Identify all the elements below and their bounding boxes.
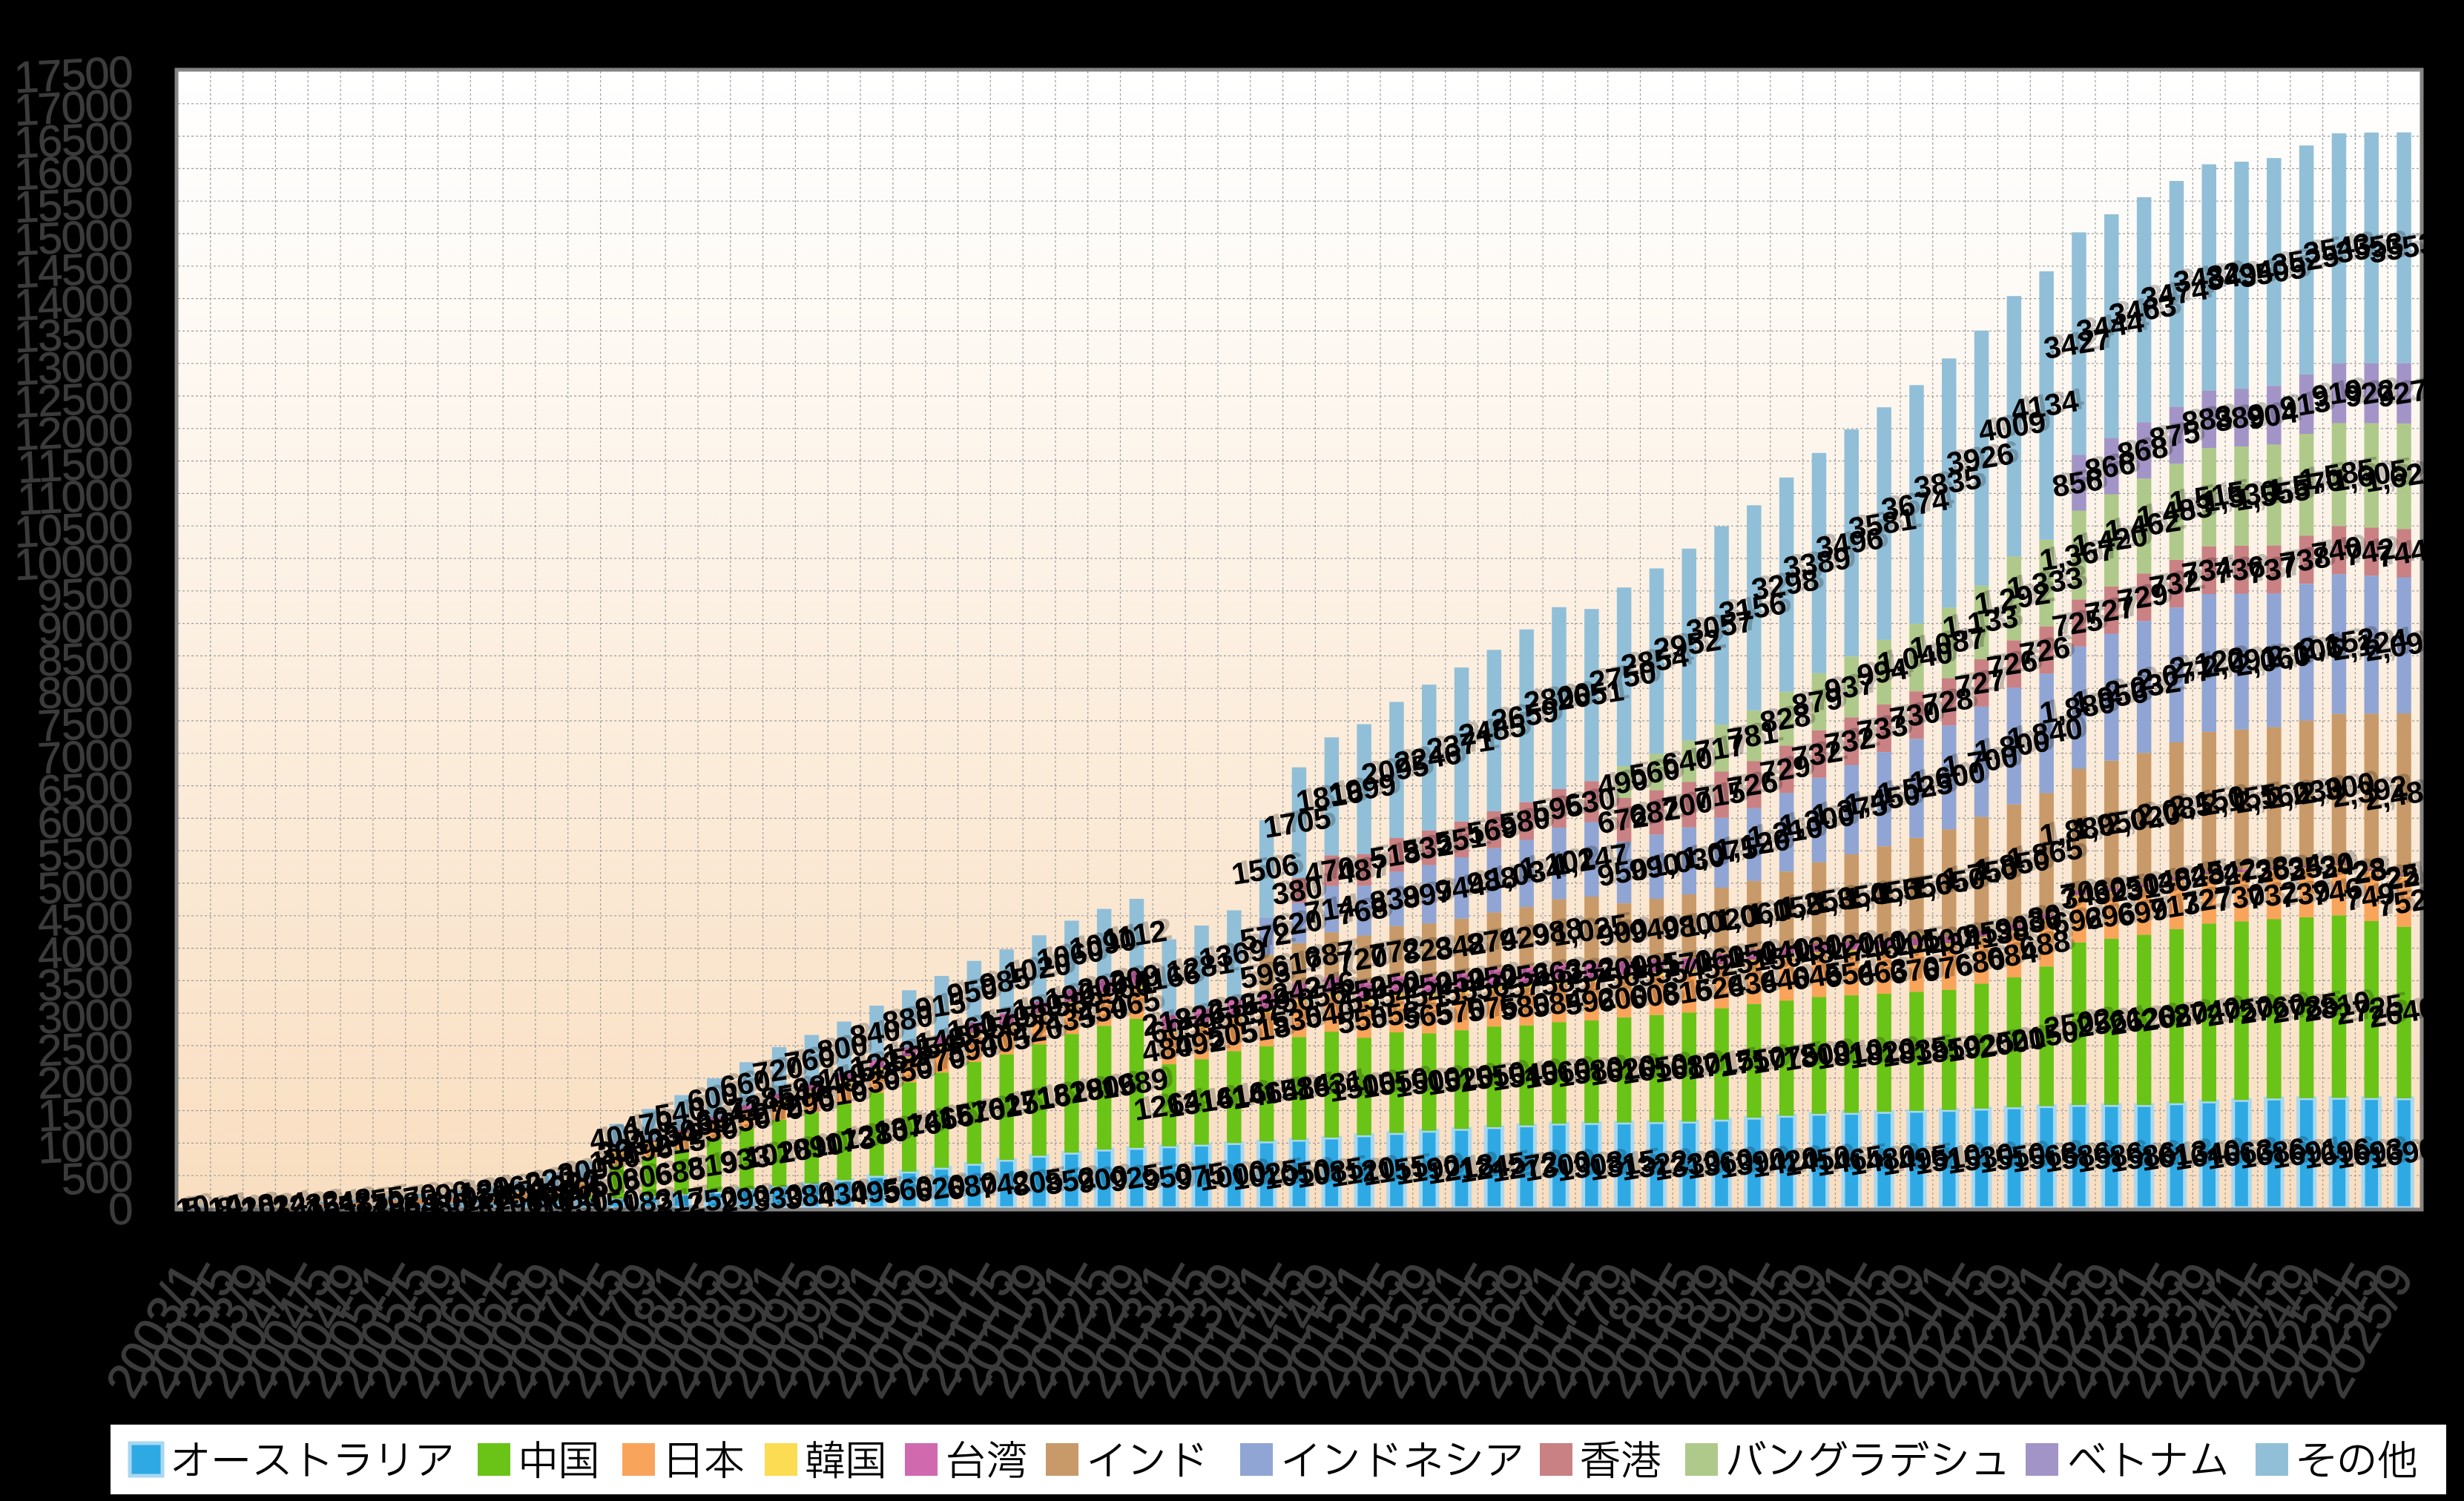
svg-text:14000: 14000 (13, 274, 134, 330)
svg-text:0: 0 (107, 1184, 133, 1235)
svg-text:6500: 6500 (36, 762, 134, 817)
svg-text:12500: 12500 (13, 372, 134, 427)
svg-text:17500: 17500 (13, 47, 134, 102)
svg-text:16000: 16000 (13, 144, 134, 199)
svg-text:3000: 3000 (36, 989, 134, 1043)
svg-text:12000: 12000 (13, 404, 134, 460)
svg-text:15000: 15000 (13, 209, 134, 265)
svg-text:16500: 16500 (13, 112, 134, 168)
svg-text:3500: 3500 (36, 956, 134, 1011)
svg-text:10500: 10500 (13, 501, 134, 557)
svg-text:1000: 1000 (36, 1118, 134, 1173)
svg-text:500: 500 (60, 1151, 134, 1204)
svg-text:13500: 13500 (13, 306, 134, 362)
svg-text:15500: 15500 (13, 177, 134, 232)
svg-text:11000: 11000 (16, 469, 134, 524)
svg-text:11500: 11500 (16, 437, 134, 492)
svg-text:6000: 6000 (36, 794, 134, 848)
svg-text:9500: 9500 (36, 567, 134, 621)
svg-text:9000: 9000 (36, 599, 134, 654)
svg-text:14500: 14500 (13, 242, 134, 297)
svg-text:1500: 1500 (36, 1086, 134, 1141)
svg-text:7000: 7000 (36, 729, 134, 784)
svg-text:8000: 8000 (36, 664, 134, 719)
svg-text:10000: 10000 (13, 534, 134, 590)
svg-text:2500: 2500 (36, 1021, 134, 1076)
svg-text:5000: 5000 (36, 859, 134, 914)
svg-text:5500: 5500 (36, 826, 134, 881)
svg-text:17000: 17000 (13, 79, 134, 135)
svg-text:7500: 7500 (36, 696, 134, 751)
svg-text:8500: 8500 (36, 631, 134, 686)
svg-text:4000: 4000 (36, 924, 134, 979)
svg-text:2000: 2000 (36, 1054, 134, 1109)
svg-text:13000: 13000 (13, 339, 134, 395)
svg-text:4500: 4500 (36, 891, 134, 946)
